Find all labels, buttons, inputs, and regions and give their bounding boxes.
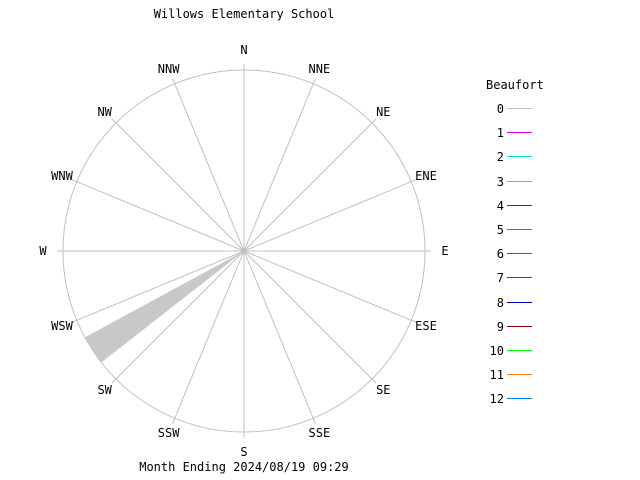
legend-label: 8 xyxy=(496,295,504,310)
chart-footer: Month Ending 2024/08/19 09:29 xyxy=(139,460,349,474)
direction-spoke xyxy=(243,250,317,424)
legend-label: 7 xyxy=(496,271,504,286)
direction-spoke xyxy=(171,250,245,424)
direction-label-n: N xyxy=(240,43,248,57)
legend-label: 12 xyxy=(489,392,504,407)
legend-item: 2 xyxy=(478,150,548,164)
legend-swatch xyxy=(507,398,532,400)
legend-item: 8 xyxy=(478,296,548,310)
direction-spoke xyxy=(111,118,245,252)
legend-label: 10 xyxy=(489,344,504,358)
direction-label-nne: NNE xyxy=(308,61,331,76)
legend-label: 6 xyxy=(496,247,504,262)
legend-swatch xyxy=(507,325,532,327)
legend-swatch xyxy=(507,253,532,255)
legend-swatch xyxy=(507,132,532,134)
legend-item: 12 xyxy=(478,392,548,406)
legend-label: 5 xyxy=(496,223,504,237)
direction-label-ssw: SSW xyxy=(157,426,180,440)
direction-spoke xyxy=(243,178,417,252)
legend-item: 4 xyxy=(478,199,548,213)
legend-item: 3 xyxy=(478,175,548,189)
legend-item: 9 xyxy=(478,320,548,334)
legend-swatch xyxy=(507,277,532,279)
legend-item: 11 xyxy=(478,368,548,382)
legend-label: 3 xyxy=(496,174,504,189)
direction-label-ene: ENE xyxy=(415,168,437,183)
legend-swatch xyxy=(507,374,532,376)
legend-swatch xyxy=(507,350,532,351)
direction-spoke xyxy=(243,250,377,384)
legend-label: 2 xyxy=(496,150,504,165)
direction-label-nnw: NNW xyxy=(157,61,180,76)
legend-label: 1 xyxy=(496,126,504,141)
legend-item: 1 xyxy=(478,126,548,140)
legend-swatch xyxy=(507,108,532,109)
petal-wedge xyxy=(84,251,244,363)
direction-spoke xyxy=(71,178,245,252)
chart-title: Willows Elementary School xyxy=(153,7,335,21)
legend-title: Beaufort xyxy=(486,78,544,92)
legend-label: 9 xyxy=(496,319,504,334)
legend-swatch xyxy=(507,180,532,182)
direction-label-ne: NE xyxy=(376,104,391,119)
direction-spoke xyxy=(243,118,377,252)
direction-label-wnw: WNW xyxy=(51,168,73,183)
direction-spoke xyxy=(111,250,245,384)
direction-label-sse: SSE xyxy=(308,426,331,440)
direction-label-e: E xyxy=(441,244,449,258)
legend-swatch xyxy=(507,156,532,158)
direction-label-wsw: WSW xyxy=(51,319,73,334)
direction-label-w: W xyxy=(39,244,47,258)
legend-item: 5 xyxy=(478,223,548,237)
direction-spoke xyxy=(71,250,245,324)
legend-item: 10 xyxy=(478,344,548,358)
direction-label-ese: ESE xyxy=(415,319,437,334)
legend-swatch xyxy=(507,204,532,206)
direction-label-s: S xyxy=(240,445,248,459)
legend-item: 6 xyxy=(478,247,548,261)
legend-label: 0 xyxy=(496,102,504,116)
direction-label-se: SE xyxy=(376,383,391,398)
direction-label-nw: NW xyxy=(97,104,112,119)
direction-spoke xyxy=(243,78,317,252)
direction-label-sw: SW xyxy=(97,383,112,398)
direction-spoke xyxy=(171,78,245,252)
legend-swatch xyxy=(507,301,532,303)
legend-item: 0 xyxy=(478,102,548,116)
direction-spoke xyxy=(243,250,417,324)
legend-item: 7 xyxy=(478,271,548,285)
legend-label: 4 xyxy=(496,198,504,213)
legend-swatch xyxy=(507,229,532,230)
legend-label: 11 xyxy=(489,368,504,383)
